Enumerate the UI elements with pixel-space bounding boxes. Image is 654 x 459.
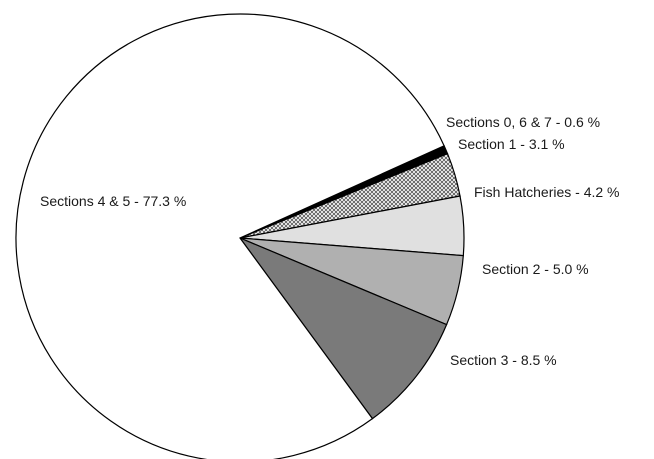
slice-label-section-1: Section 1 - 3.1 % (458, 136, 565, 152)
pie-labels: Sections 0, 6 & 7 - 0.6 % Section 1 - 3.1… (40, 114, 620, 368)
slice-section-3 (238, 236, 448, 420)
slice-label-fish-hatcheries: Fish Hatcheries - 4.2 % (474, 184, 620, 200)
slice-sections-4-5 (15, 13, 445, 459)
slice-label-section-2: Section 2 - 5.0 % (482, 261, 589, 277)
pie-slices (15, 13, 465, 459)
slice-label-section-3: Section 3 - 8.5 % (450, 352, 557, 368)
slice-label-sections-0-6-7: Sections 0, 6 & 7 - 0.6 % (446, 114, 600, 130)
slice-label-sections-4-5: Sections 4 & 5 - 77.3 % (40, 193, 186, 209)
